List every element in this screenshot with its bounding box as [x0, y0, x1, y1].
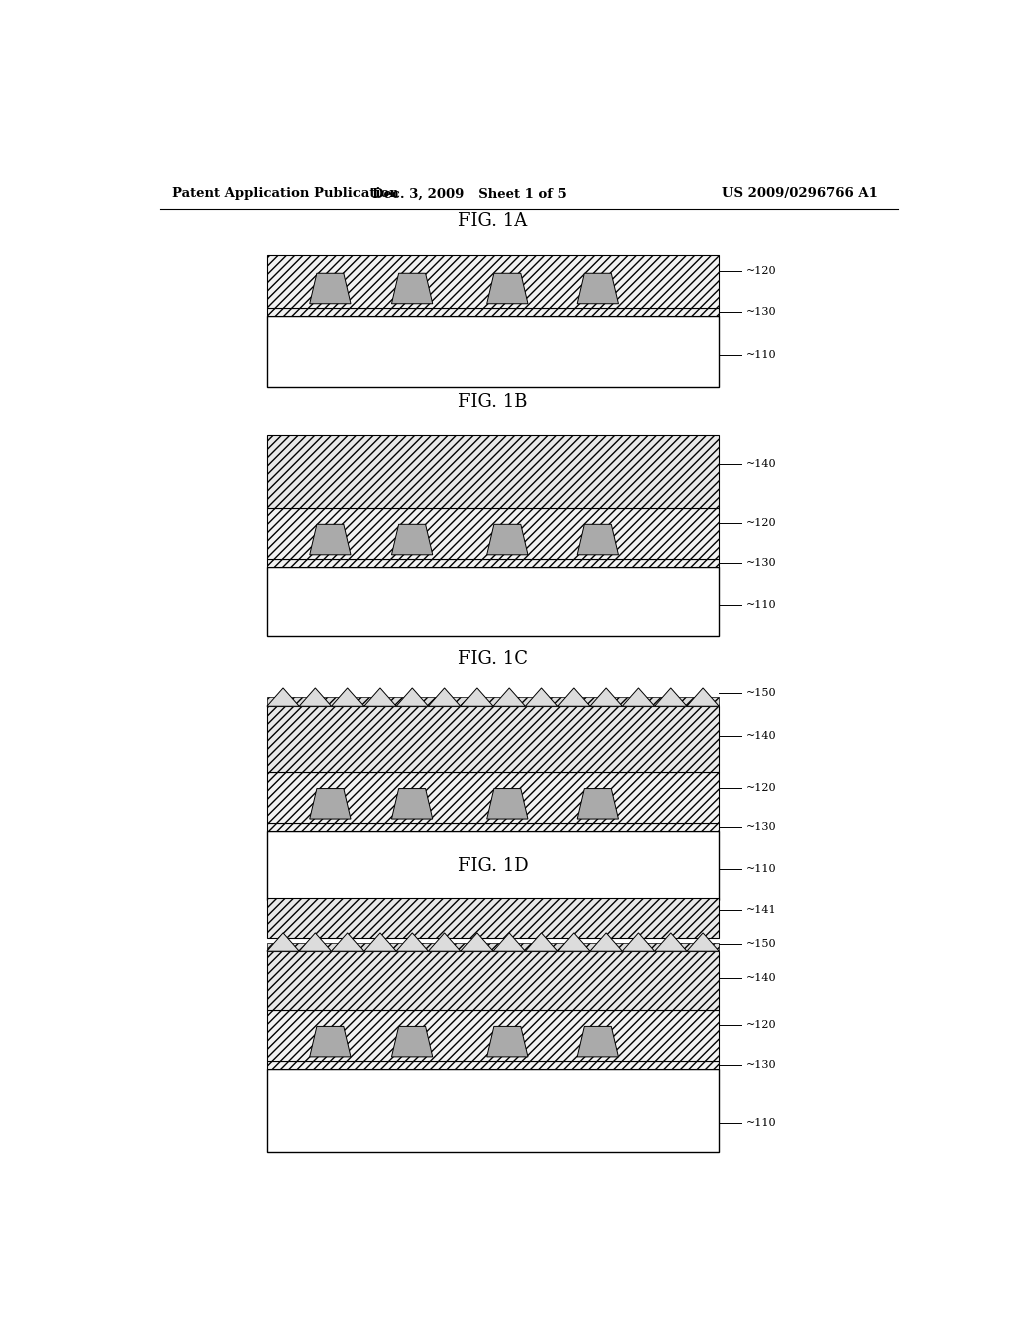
Bar	[267, 772, 719, 824]
Text: ~110: ~110	[745, 350, 776, 360]
Polygon shape	[623, 933, 654, 952]
Bar	[267, 706, 719, 772]
Text: FIG. 1B: FIG. 1B	[459, 393, 527, 412]
Polygon shape	[391, 1027, 433, 1057]
Bar	[267, 1010, 719, 1061]
Bar	[267, 832, 719, 900]
Bar	[267, 508, 719, 558]
Polygon shape	[687, 688, 719, 706]
Polygon shape	[590, 933, 623, 952]
Bar	[267, 952, 719, 1010]
Text: ~150: ~150	[745, 689, 776, 698]
Polygon shape	[309, 524, 351, 554]
Polygon shape	[578, 524, 618, 554]
Polygon shape	[309, 273, 351, 304]
Polygon shape	[494, 933, 525, 952]
Text: Dec. 3, 2009   Sheet 1 of 5: Dec. 3, 2009 Sheet 1 of 5	[372, 187, 566, 201]
Polygon shape	[578, 1027, 618, 1057]
Text: ~120: ~120	[745, 1020, 776, 1031]
Text: Patent Application Publication: Patent Application Publication	[172, 187, 398, 201]
Polygon shape	[623, 688, 654, 706]
Text: ~120: ~120	[745, 783, 776, 792]
Text: ~130: ~130	[745, 306, 776, 317]
Polygon shape	[309, 1027, 351, 1057]
Polygon shape	[364, 688, 396, 706]
Text: US 2009/0296766 A1: US 2009/0296766 A1	[722, 187, 878, 201]
Polygon shape	[525, 933, 558, 952]
Text: ~150: ~150	[745, 939, 776, 949]
Text: ~140: ~140	[745, 459, 776, 469]
Polygon shape	[558, 688, 590, 706]
Bar	[267, 568, 719, 636]
Polygon shape	[428, 933, 461, 952]
Text: ~110: ~110	[745, 865, 776, 874]
Bar	[267, 434, 719, 508]
Text: FIG. 1C: FIG. 1C	[458, 649, 528, 668]
Polygon shape	[578, 788, 618, 818]
Polygon shape	[654, 688, 687, 706]
Polygon shape	[486, 273, 528, 304]
Bar	[267, 308, 719, 315]
Polygon shape	[654, 933, 687, 952]
Bar	[267, 697, 719, 706]
Text: ~140: ~140	[745, 731, 776, 741]
Bar	[267, 898, 719, 939]
Polygon shape	[299, 688, 332, 706]
Polygon shape	[525, 688, 558, 706]
Bar	[267, 1061, 719, 1069]
Text: ~140: ~140	[745, 973, 776, 982]
Polygon shape	[687, 933, 719, 952]
Text: ~130: ~130	[745, 558, 776, 568]
Polygon shape	[578, 273, 618, 304]
Polygon shape	[267, 933, 299, 952]
Polygon shape	[486, 788, 528, 818]
Polygon shape	[461, 688, 494, 706]
Text: ~120: ~120	[745, 265, 776, 276]
Bar	[267, 255, 719, 308]
Bar	[267, 558, 719, 568]
Polygon shape	[396, 933, 428, 952]
Polygon shape	[391, 273, 433, 304]
Polygon shape	[391, 524, 433, 554]
Polygon shape	[299, 933, 332, 952]
Polygon shape	[590, 688, 623, 706]
Bar	[267, 315, 719, 387]
Polygon shape	[396, 688, 428, 706]
Text: ~130: ~130	[745, 822, 776, 832]
Text: FIG. 1D: FIG. 1D	[458, 858, 528, 875]
Polygon shape	[486, 524, 528, 554]
Text: ~120: ~120	[745, 519, 776, 528]
Polygon shape	[332, 933, 364, 952]
Polygon shape	[267, 688, 299, 706]
Polygon shape	[494, 688, 525, 706]
Polygon shape	[558, 933, 590, 952]
Text: ~141: ~141	[745, 906, 776, 915]
Polygon shape	[428, 688, 461, 706]
Polygon shape	[364, 933, 396, 952]
Polygon shape	[309, 788, 351, 818]
Polygon shape	[486, 1027, 528, 1057]
Text: ~110: ~110	[745, 601, 776, 610]
Polygon shape	[461, 933, 494, 952]
Text: ~110: ~110	[745, 1118, 776, 1129]
Text: FIG. 1A: FIG. 1A	[459, 211, 527, 230]
Polygon shape	[332, 688, 364, 706]
Text: ~130: ~130	[745, 1060, 776, 1071]
Bar	[267, 824, 719, 832]
Polygon shape	[391, 788, 433, 818]
Bar	[267, 1069, 719, 1152]
Bar	[267, 942, 719, 952]
